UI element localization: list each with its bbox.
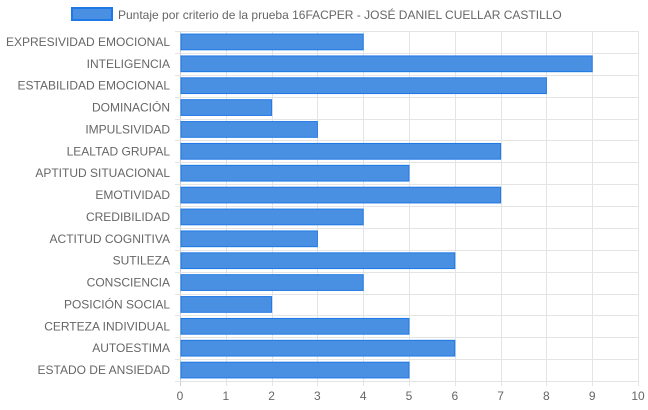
- category-label: APTITUD SITUACIONAL: [35, 166, 170, 180]
- x-tick-label: 10: [631, 389, 645, 403]
- category-label: POSICIÓN SOCIAL: [64, 296, 170, 311]
- category-label: ESTABILIDAD EMOCIONAL: [18, 79, 171, 93]
- bar[interactable]: [180, 121, 318, 138]
- bar[interactable]: [180, 77, 547, 95]
- category-label: LEALTAD GRUPAL: [67, 144, 171, 158]
- bar[interactable]: [180, 33, 364, 51]
- bar[interactable]: [180, 296, 273, 313]
- category-label: ESTADO DE ANSIEDAD: [38, 363, 171, 377]
- x-tick-label: 8: [543, 389, 550, 403]
- legend-swatch: [71, 7, 113, 21]
- category-label: CREDIBILIDAD: [86, 210, 170, 224]
- category-label: AUTOESTIMA: [92, 341, 170, 355]
- category-label: CERTEZA INDIVIDUAL: [44, 319, 170, 333]
- bar[interactable]: [180, 208, 364, 226]
- bar[interactable]: [180, 317, 410, 335]
- legend[interactable]: Puntaje por criterio de la prueba 16FACP…: [71, 7, 562, 22]
- x-tick-label: 1: [222, 389, 229, 403]
- bar[interactable]: [180, 186, 502, 204]
- bar[interactable]: [180, 55, 593, 73]
- category-label: CONSCIENCIA: [87, 276, 170, 290]
- category-label: DOMINACIÓN: [92, 100, 170, 115]
- category-label: ACTITUD COGNITIVA: [50, 232, 170, 246]
- x-tick-label: 4: [360, 389, 367, 403]
- bar[interactable]: [180, 142, 502, 160]
- category-label: IMPULSIVIDAD: [85, 122, 170, 136]
- bar[interactable]: [180, 252, 456, 270]
- x-axis-tick-labels: 0 1 2 3 4 5 6 7 8 9 10: [177, 389, 645, 403]
- bar[interactable]: [180, 339, 456, 357]
- x-tick-label: 6: [451, 389, 458, 403]
- x-tick-label: 2: [268, 389, 275, 403]
- x-tick-label: 3: [314, 389, 321, 403]
- x-tick-label: 7: [497, 389, 504, 403]
- bar[interactable]: [180, 164, 410, 182]
- x-tick-label: 0: [177, 389, 184, 403]
- x-tick-label: 5: [406, 389, 413, 403]
- legend-label: Puntaje por criterio de la prueba 16FACP…: [118, 7, 562, 22]
- bar[interactable]: [180, 99, 273, 116]
- x-tick-label: 9: [589, 389, 596, 403]
- bar[interactable]: [180, 361, 410, 379]
- category-label: SUTILEZA: [113, 254, 170, 268]
- bar[interactable]: [180, 274, 364, 291]
- category-labels: EXPRESIVIDAD EMOCIONAL INTELIGENCIA ESTABI…: [6, 35, 170, 377]
- category-label: INTELIGENCIA: [87, 57, 170, 71]
- bars: [180, 33, 593, 379]
- category-label: EXPRESIVIDAD EMOCIONAL: [6, 35, 170, 49]
- category-label: EMOTIVIDAD: [95, 188, 170, 202]
- bar[interactable]: [180, 230, 318, 248]
